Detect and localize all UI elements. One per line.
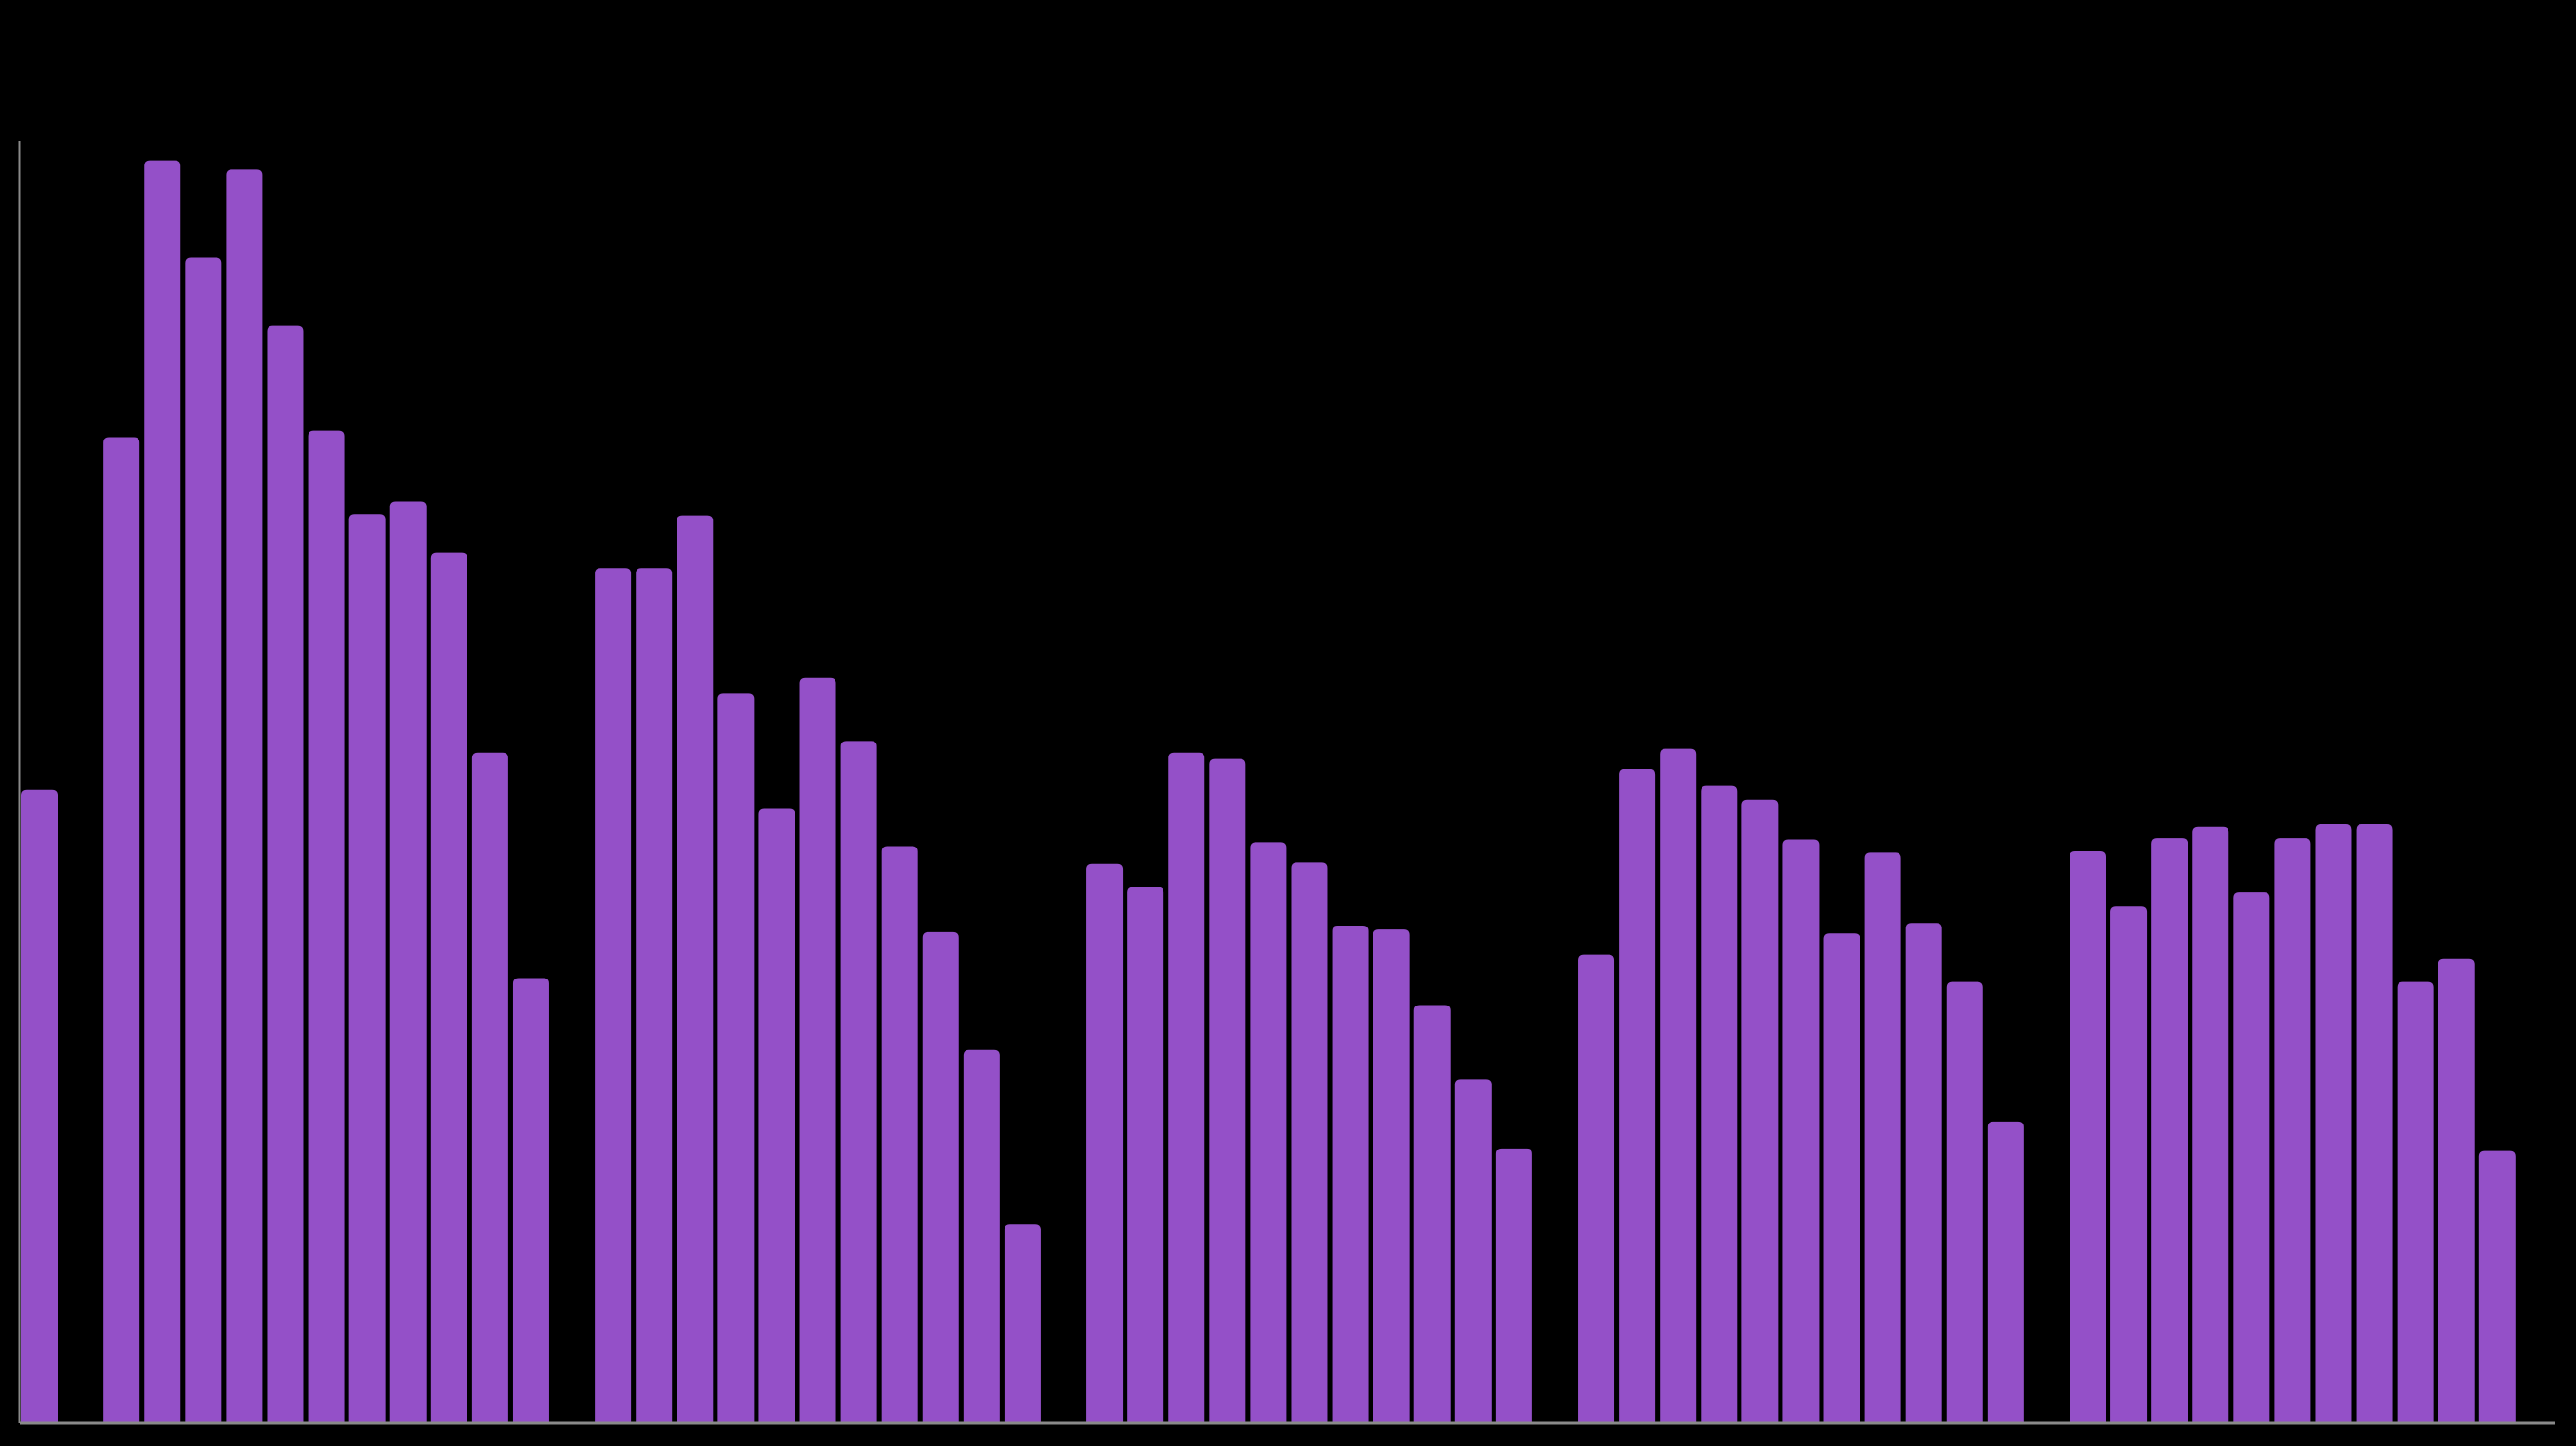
bar xyxy=(1578,954,1615,1423)
bar xyxy=(1701,785,1738,1423)
bar xyxy=(1004,1224,1041,1423)
bar xyxy=(1291,862,1328,1423)
bar xyxy=(185,257,222,1423)
bar xyxy=(1413,1005,1451,1423)
bar xyxy=(2070,850,2106,1423)
bar xyxy=(595,568,632,1423)
bar xyxy=(1905,923,1942,1423)
bar xyxy=(267,325,304,1424)
bar xyxy=(799,677,836,1423)
bar xyxy=(2151,838,2188,1423)
bar xyxy=(1127,887,1164,1423)
bar xyxy=(2397,981,2434,1423)
bar xyxy=(1660,748,1697,1423)
bar xyxy=(308,430,345,1423)
bar xyxy=(840,741,877,1423)
bar xyxy=(226,169,263,1423)
bar xyxy=(471,752,508,1423)
bar xyxy=(1495,1148,1532,1423)
bar xyxy=(881,846,918,1423)
bar xyxy=(2315,824,2352,1423)
bar xyxy=(922,931,959,1423)
bar xyxy=(1782,839,1820,1423)
bar xyxy=(430,552,467,1423)
bar xyxy=(2478,1150,2516,1423)
bar xyxy=(2110,906,2148,1423)
bar xyxy=(1454,1079,1492,1423)
bar xyxy=(144,160,181,1423)
bar xyxy=(1332,925,1369,1423)
bar xyxy=(1168,752,1205,1423)
bar xyxy=(1741,799,1779,1423)
bar xyxy=(103,437,140,1423)
bar xyxy=(1946,981,1983,1423)
bar xyxy=(2274,838,2311,1423)
bar xyxy=(1619,769,1656,1423)
bar xyxy=(717,693,755,1423)
bar xyxy=(1250,842,1287,1423)
bar xyxy=(1864,852,1901,1423)
bar xyxy=(389,501,427,1423)
bar xyxy=(758,808,795,1423)
bar xyxy=(348,514,386,1423)
bar xyxy=(2192,826,2229,1423)
bar xyxy=(21,789,58,1423)
bar xyxy=(1373,929,1410,1423)
bar xyxy=(677,515,714,1423)
bar xyxy=(1086,863,1124,1423)
bar xyxy=(1987,1121,2024,1423)
bar xyxy=(963,1049,1000,1423)
bar xyxy=(2438,958,2475,1423)
bar xyxy=(2356,824,2393,1423)
bar xyxy=(512,978,549,1423)
bar xyxy=(2233,892,2270,1423)
bar xyxy=(636,568,673,1423)
bar xyxy=(1209,758,1246,1423)
bar xyxy=(1823,933,1860,1423)
